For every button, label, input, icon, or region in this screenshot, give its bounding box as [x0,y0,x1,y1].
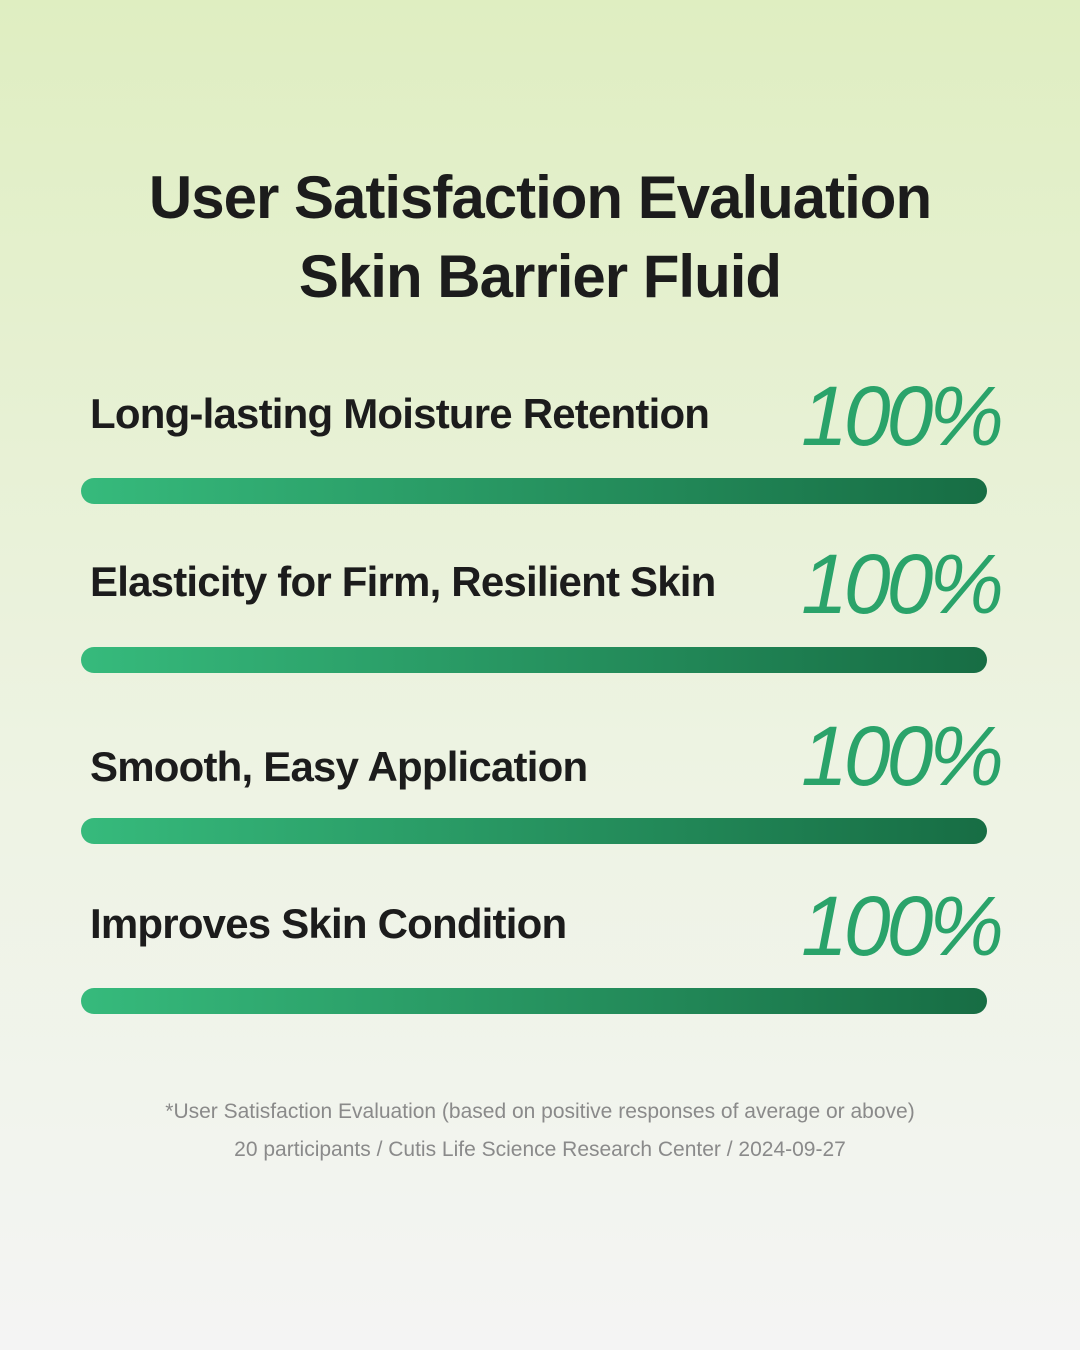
category-label: Elasticity for Firm, Resilient Skin [90,558,716,605]
value-label: 100% [801,879,1001,973]
bar [81,478,987,504]
value-label: 100% [801,537,1001,631]
bar [81,647,987,673]
category-label: Smooth, Easy Application [90,743,587,790]
category-label: Long-lasting Moisture Retention [90,390,709,437]
chart-subtitle: Skin Barrier Fluid [299,243,781,310]
value-label: 100% [801,369,1001,463]
footnote: *User Satisfaction Evaluation (based on … [165,1100,914,1123]
bar [81,818,987,844]
footnote: 20 participants / Cutis Life Science Res… [234,1138,846,1161]
category-label: Improves Skin Condition [90,900,566,947]
chart-title: User Satisfaction Evaluation [149,164,931,231]
value-label: 100% [801,709,1001,803]
bar [81,988,987,1014]
